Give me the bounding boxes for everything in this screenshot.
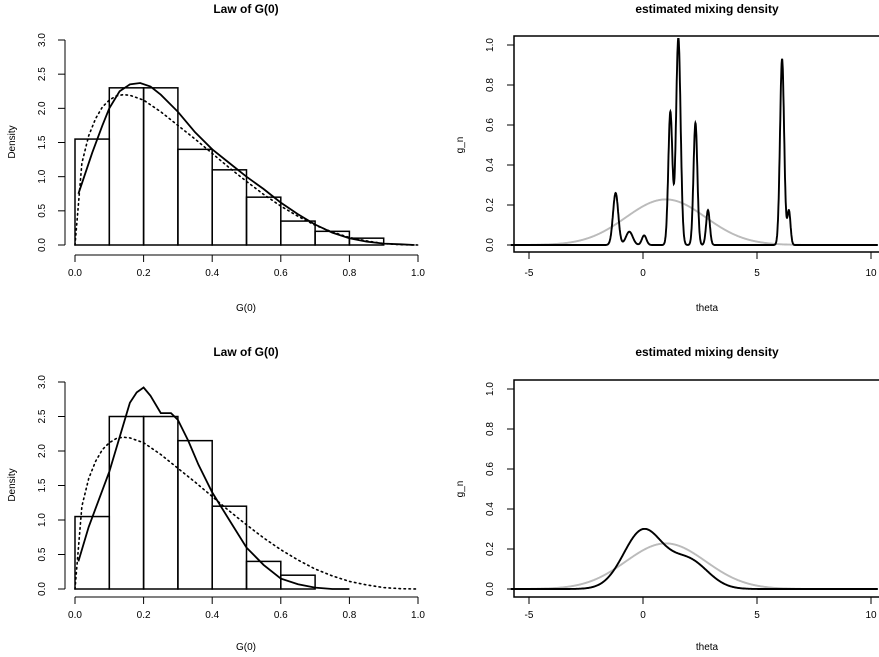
y-tick-label: 0.0 [485, 582, 496, 596]
reference-density-curve [74, 436, 419, 590]
y-tick-label: 2.5 [37, 409, 48, 423]
x-tick-label: 0.4 [205, 268, 219, 279]
histogram-bar [177, 148, 213, 246]
y-tick-label: 0.2 [485, 542, 496, 556]
histogram-bar [245, 196, 282, 246]
prior-density-curve [510, 198, 878, 246]
x-tick-label: 0.8 [342, 610, 356, 621]
x-axis-label: theta [696, 642, 719, 653]
histogram-bar [348, 237, 385, 246]
prior-density-curve [510, 542, 878, 590]
histogram-bar [211, 169, 248, 246]
y-tick-label: 1.0 [485, 382, 496, 396]
panel-1: Law of G(0) 0.0 0.2 0.4 0.6 0.8 1.0 0.0 0.5 1.0 1.… [7, 2, 425, 314]
x-axis-label: theta [696, 303, 719, 314]
x-tick-label: 0.0 [68, 268, 82, 279]
x-axis-label: G(0) [236, 303, 256, 314]
x-tick-label: -5 [525, 268, 534, 279]
y-tick-label: 3.0 [37, 33, 48, 47]
x-axis-label: G(0) [236, 642, 256, 653]
x-tick-label: 0.6 [274, 610, 288, 621]
y-tick-label: 1.5 [37, 135, 48, 149]
panel-3: Law of G(0) 0.0 0.2 0.4 0.6 0.8 1.0 0.0 0.5 1.0 1.… [7, 345, 425, 653]
y-tick-label: 1.0 [37, 513, 48, 527]
y-tick-label: 0.5 [37, 203, 48, 217]
estimated-density-curve [77, 386, 350, 590]
y-axis-label: g_n [455, 481, 466, 498]
y-tick-label: 0.4 [485, 158, 496, 172]
histogram-bar [108, 87, 145, 246]
y-tick-label: 1.0 [37, 169, 48, 183]
plot-frame [513, 35, 879, 253]
estimated-mixing-curve [510, 38, 878, 246]
x-tick-label: 0.6 [274, 268, 288, 279]
panel-4: estimated mixing density -5 0 5 10 0.0 0.2 0.4 0… [455, 345, 879, 653]
y-tick-label: 0.0 [485, 238, 496, 252]
estimated-density-curve [77, 82, 415, 246]
y-tick-label: 3.0 [37, 375, 48, 389]
chart-title: estimated mixing density [635, 2, 779, 16]
histogram-bar [280, 220, 316, 246]
y-tick-label: 0.8 [485, 78, 496, 92]
x-tick-label: 0.8 [342, 268, 356, 279]
y-tick-label: 1.5 [37, 478, 48, 492]
x-tick-label: 10 [865, 610, 877, 621]
x-tick-label: 0.4 [205, 610, 219, 621]
x-tick-label: 10 [865, 268, 877, 279]
x-tick-label: 0 [640, 268, 646, 279]
y-tick-label: 0.6 [485, 462, 496, 476]
y-tick-label: 2.0 [37, 101, 48, 115]
chart-title: Law of G(0) [213, 345, 278, 359]
x-tick-label: 0.2 [137, 610, 151, 621]
chart-title: estimated mixing density [635, 345, 779, 359]
x-tick-label: -5 [525, 610, 534, 621]
y-tick-label: 0.0 [37, 582, 48, 596]
y-tick-label: 0.0 [37, 238, 48, 252]
y-tick-label: 0.2 [485, 198, 496, 212]
reference-density-curve [74, 93, 419, 246]
y-tick-label: 0.6 [485, 118, 496, 132]
y-axis-label: g_n [455, 137, 466, 154]
chart-title: Law of G(0) [213, 2, 278, 16]
y-tick-label: 2.0 [37, 444, 48, 458]
histogram-bar [108, 415, 145, 590]
y-tick-label: 1.0 [485, 38, 496, 52]
estimated-mixing-curve [510, 527, 878, 590]
x-tick-label: 1.0 [411, 268, 425, 279]
y-axis-label: Density [7, 125, 18, 158]
plot-frame [513, 379, 879, 598]
histogram-bar [142, 415, 179, 590]
y-tick-label: 0.8 [485, 422, 496, 436]
x-tick-label: 0 [640, 610, 646, 621]
y-tick-label: 2.5 [37, 67, 48, 81]
panel-2: estimated mixing density -5 0 5 10 0.0 0.2 0.4 0… [455, 2, 879, 314]
histogram-bar [280, 574, 316, 590]
x-tick-label: 1.0 [411, 610, 425, 621]
x-tick-label: 0.0 [68, 610, 82, 621]
y-tick-label: 0.4 [485, 502, 496, 516]
x-tick-label: 5 [754, 610, 760, 621]
histogram-bar [142, 87, 179, 246]
histogram-bar [177, 439, 213, 590]
y-axis-label: Density [7, 468, 18, 501]
x-tick-label: 0.2 [137, 268, 151, 279]
x-tick-label: 5 [754, 268, 760, 279]
y-tick-label: 0.5 [37, 547, 48, 561]
